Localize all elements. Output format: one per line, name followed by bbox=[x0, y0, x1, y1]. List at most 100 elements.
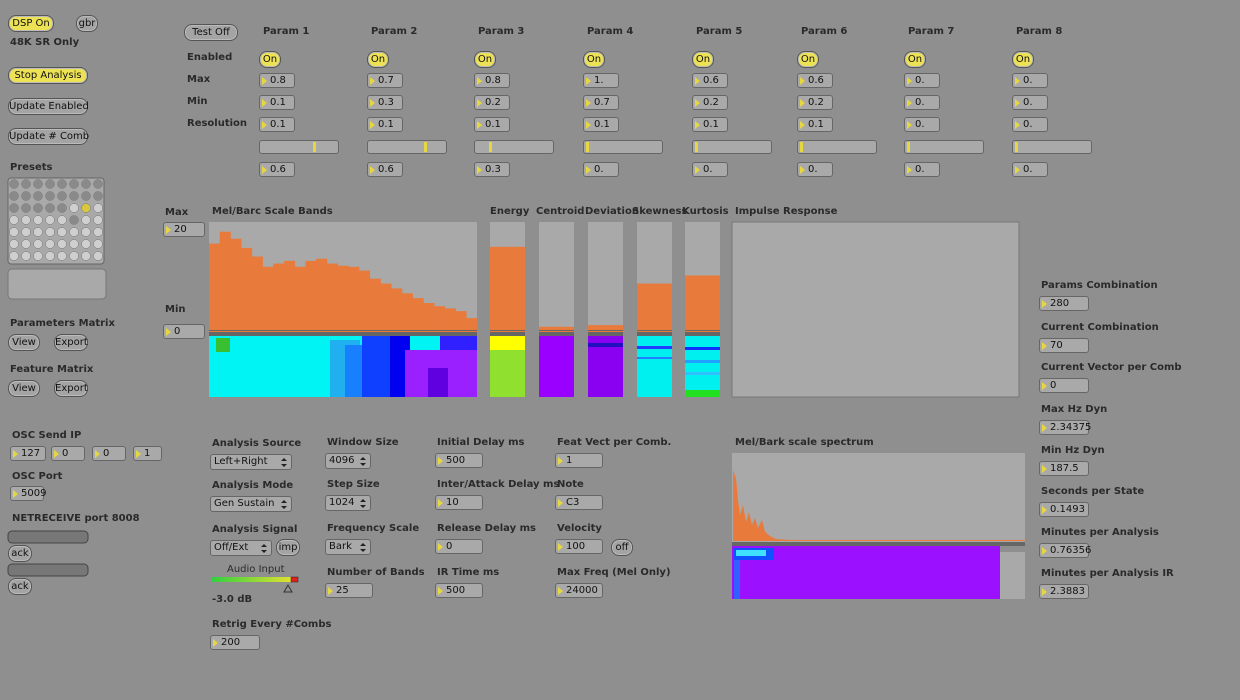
stat-value[interactable]: 2.34375 bbox=[1039, 420, 1091, 435]
step-size[interactable]: 1024 bbox=[325, 495, 371, 511]
inter-attack-delay[interactable]: 10 bbox=[435, 495, 483, 510]
max-field[interactable]: 0. bbox=[904, 73, 940, 88]
dsp-button[interactable]: DSP On bbox=[8, 15, 54, 32]
update-enabled-button[interactable]: Update Enabled bbox=[8, 98, 89, 115]
param-slider[interactable] bbox=[259, 140, 339, 154]
label: OSC Send IP bbox=[12, 430, 82, 441]
menu-arrow-down bbox=[261, 550, 267, 553]
resolution-field[interactable]: 0. bbox=[1012, 117, 1048, 132]
resolution-field[interactable]: 0.1 bbox=[474, 117, 510, 132]
enable-toggle[interactable]: On bbox=[797, 51, 819, 68]
value-field[interactable]: 0.3 bbox=[474, 162, 510, 177]
view-button[interactable]: View bbox=[8, 380, 40, 397]
resolution-field[interactable]: 0.1 bbox=[259, 117, 295, 132]
retrig[interactable]: 200 bbox=[210, 635, 260, 650]
gbr-button[interactable]: gbr bbox=[76, 15, 98, 32]
param-slider[interactable] bbox=[583, 140, 663, 154]
off-button[interactable]: off bbox=[611, 539, 633, 556]
max-field[interactable]: 0.6 bbox=[692, 73, 728, 88]
min-field[interactable]: 0. bbox=[1012, 95, 1048, 110]
imp-button[interactable]: imp bbox=[276, 539, 300, 556]
min-field[interactable]: 0. bbox=[904, 95, 940, 110]
resolution-field[interactable]: 0.1 bbox=[797, 117, 833, 132]
param-slider[interactable] bbox=[904, 140, 984, 154]
min-field[interactable]: 0.3 bbox=[367, 95, 403, 110]
ip-field[interactable]: 0 bbox=[51, 446, 85, 461]
min-field[interactable]: 0.2 bbox=[474, 95, 510, 110]
initial-delay[interactable]: 500 bbox=[435, 453, 483, 468]
feat-vect[interactable]: 1 bbox=[555, 453, 603, 468]
enable-toggle[interactable]: On bbox=[474, 51, 496, 68]
export-button[interactable]: Export bbox=[54, 334, 88, 351]
stat-value[interactable]: 0.1493 bbox=[1039, 502, 1089, 517]
stat-value[interactable]: 2.3883 bbox=[1039, 584, 1089, 599]
max-field[interactable]: 0.7 bbox=[367, 73, 403, 88]
view-button[interactable]: View bbox=[8, 334, 40, 351]
number-value: 0.1 bbox=[270, 97, 286, 108]
enable-toggle[interactable]: On bbox=[259, 51, 281, 68]
value-field[interactable]: 0. bbox=[904, 162, 940, 177]
ack-button[interactable]: ack bbox=[8, 545, 32, 562]
min-field[interactable]: 0.2 bbox=[692, 95, 728, 110]
max-field[interactable]: 0. bbox=[1012, 73, 1048, 88]
stat-value[interactable]: 187.5 bbox=[1039, 461, 1089, 476]
preset-slot bbox=[69, 203, 79, 213]
value-field[interactable]: 0.6 bbox=[259, 162, 295, 177]
param-slider[interactable] bbox=[1012, 140, 1092, 154]
ip-field[interactable]: 127 bbox=[10, 446, 46, 461]
min-field[interactable]: 0.1 bbox=[259, 95, 295, 110]
resolution-field[interactable]: 0. bbox=[904, 117, 940, 132]
max-field[interactable]: 0.8 bbox=[259, 73, 295, 88]
note[interactable]: C3 bbox=[555, 495, 603, 510]
analysis-mode[interactable]: Gen Sustain bbox=[210, 496, 292, 512]
max-freq[interactable]: 24000 bbox=[555, 583, 603, 598]
port-field[interactable]: 5009 bbox=[10, 486, 46, 501]
arrow bbox=[695, 121, 700, 129]
ip-field[interactable]: 0 bbox=[92, 446, 126, 461]
stat-value[interactable]: 0 bbox=[1039, 378, 1089, 393]
value-field[interactable]: 0.6 bbox=[367, 162, 403, 177]
value-field[interactable]: 0. bbox=[692, 162, 728, 177]
enable-toggle[interactable]: On bbox=[367, 51, 389, 68]
stat-value[interactable]: 70 bbox=[1039, 338, 1089, 353]
min-field[interactable]: 0.2 bbox=[797, 95, 833, 110]
min-field[interactable]: 0.7 bbox=[583, 95, 619, 110]
param-slider[interactable] bbox=[692, 140, 772, 154]
stat-value[interactable]: 280 bbox=[1039, 296, 1089, 311]
ir-time[interactable]: 500 bbox=[435, 583, 483, 598]
enable-toggle[interactable]: On bbox=[904, 51, 926, 68]
resolution-field[interactable]: 0.1 bbox=[583, 117, 619, 132]
resolution-field[interactable]: 0.1 bbox=[367, 117, 403, 132]
ack-button[interactable]: ack bbox=[8, 578, 32, 595]
test-button[interactable]: Test Off bbox=[184, 24, 238, 41]
max-field[interactable]: 1. bbox=[583, 73, 619, 88]
max-field[interactable]: 0.6 bbox=[797, 73, 833, 88]
stat-value[interactable]: 0.76356 bbox=[1039, 543, 1091, 558]
frequency-scale[interactable]: Bark bbox=[325, 539, 371, 555]
param-slider[interactable] bbox=[797, 140, 877, 154]
ip-field[interactable]: 1 bbox=[133, 446, 162, 461]
window-size[interactable]: 4096 bbox=[325, 453, 371, 469]
velocity[interactable]: 100 bbox=[555, 539, 603, 554]
update-comb-button[interactable]: Update # Comb bbox=[8, 128, 89, 145]
param-slider[interactable] bbox=[474, 140, 554, 154]
value-field[interactable]: 0. bbox=[583, 162, 619, 177]
release-delay[interactable]: 0 bbox=[435, 539, 483, 554]
value-field[interactable]: 0. bbox=[1012, 162, 1048, 177]
number-value: 187.5 bbox=[1050, 463, 1079, 474]
number-of-bands[interactable]: 25 bbox=[325, 583, 373, 598]
enable-toggle[interactable]: On bbox=[692, 51, 714, 68]
max-field[interactable]: 20 bbox=[163, 222, 205, 237]
param-slider[interactable] bbox=[367, 140, 447, 154]
enable-toggle[interactable]: On bbox=[583, 51, 605, 68]
value-field[interactable]: 0. bbox=[797, 162, 833, 177]
min-field[interactable]: 0 bbox=[163, 324, 205, 339]
preset-slot bbox=[93, 191, 103, 201]
analysis-signal[interactable]: Off/Ext bbox=[210, 540, 272, 556]
export-button[interactable]: Export bbox=[54, 380, 88, 397]
stop-button[interactable]: Stop Analysis bbox=[8, 67, 88, 84]
max-field[interactable]: 0.8 bbox=[474, 73, 510, 88]
analysis-source[interactable]: Left+Right bbox=[210, 454, 292, 470]
enable-toggle[interactable]: On bbox=[1012, 51, 1034, 68]
resolution-field[interactable]: 0.1 bbox=[692, 117, 728, 132]
